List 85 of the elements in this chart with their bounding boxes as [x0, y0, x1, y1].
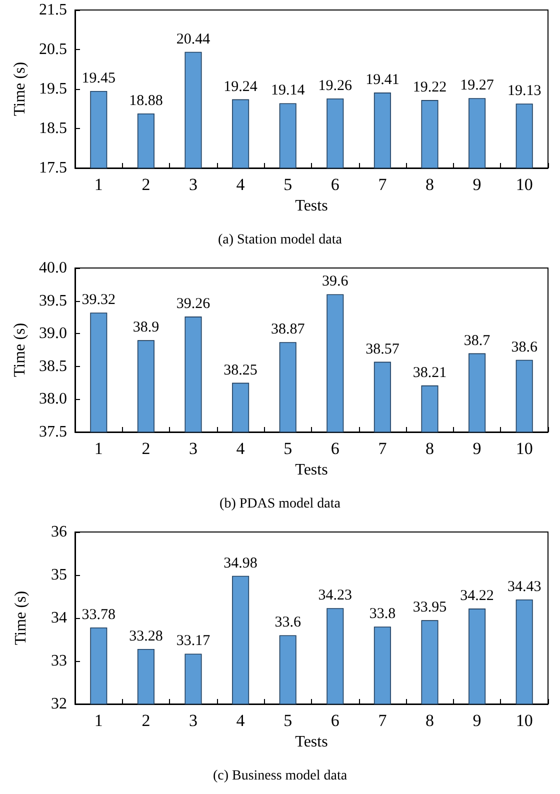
data-label: 20.44: [176, 31, 211, 48]
data-label: 38.6: [511, 339, 538, 356]
y-tick-label: 20.5: [39, 41, 67, 58]
data-label: 33.28: [129, 628, 163, 644]
x-tick-label: 10: [516, 175, 533, 194]
data-label: 39.6: [322, 274, 349, 290]
y-tick-label: 40.0: [39, 260, 67, 276]
x-tick-label: 4: [236, 439, 246, 458]
y-tick-label: 17.5: [39, 160, 67, 176]
data-label: 39.26: [176, 296, 211, 312]
data-label: 19.26: [318, 78, 353, 94]
data-label: 34.43: [507, 579, 542, 596]
x-tick-label: 9: [472, 439, 482, 458]
data-label: 38.9: [132, 320, 160, 336]
x-tick-label: 5: [284, 439, 292, 458]
data-label: 18.88: [129, 92, 163, 109]
data-label: 19.22: [412, 80, 447, 96]
y-axis-title: Time (s): [12, 322, 29, 378]
y-tick-label: 38.5: [39, 358, 67, 375]
x-tick-label: 9: [472, 711, 482, 730]
x-tick-label: 6: [330, 175, 340, 194]
y-tick-label: 37.5: [39, 424, 67, 440]
data-label: 19.45: [82, 70, 116, 86]
y-tick-label: 34: [51, 610, 67, 626]
data-label: 33.6: [274, 614, 302, 631]
x-tick-label: 3: [189, 175, 198, 194]
y-axis-title: Time (s): [12, 62, 29, 116]
y-tick-label: 38.0: [39, 390, 67, 408]
data-label: 19.14: [270, 82, 306, 99]
data-label: 39.32: [82, 292, 116, 308]
y-tick-label: 19.5: [39, 80, 67, 98]
text: (a) Station model data: [218, 232, 343, 248]
x-axis-title: Tests: [295, 198, 328, 214]
y-axis-title: Time (s): [12, 590, 30, 646]
data-label: 38.57: [366, 341, 400, 358]
x-axis-title: Tests: [295, 462, 328, 478]
x-tick-label: 2: [142, 175, 150, 194]
data-label: 33.17: [176, 633, 211, 650]
data-label: 19.13: [507, 83, 542, 100]
data-label: 34.98: [224, 555, 258, 572]
data-label: 33.8: [369, 606, 396, 622]
data-label: 33.95: [412, 600, 447, 616]
x-tick-label: 5: [284, 711, 292, 730]
data-label: 38.7: [464, 332, 491, 349]
x-tick-label: 4: [236, 175, 246, 194]
y-tick-label: 39.5: [39, 292, 67, 310]
data-label: 19.41: [366, 72, 400, 88]
x-tick-label: 7: [378, 175, 388, 194]
x-tick-label: 8: [426, 175, 434, 194]
x-tick-label: 6: [330, 711, 340, 730]
x-tick-label: 3: [189, 439, 198, 458]
x-tick-label: 8: [426, 439, 434, 458]
x-tick-label: 10: [516, 711, 533, 730]
data-label: 38.87: [270, 322, 306, 338]
y-tick-label: 33: [51, 652, 67, 670]
data-label: 19.24: [224, 78, 258, 95]
y-tick-label: 21.5: [39, 2, 67, 18]
x-tick-label: 5: [284, 175, 292, 194]
x-tick-label: 2: [142, 439, 150, 458]
x-tick-label: 4: [236, 711, 246, 730]
x-tick-label: 1: [94, 439, 103, 458]
data-label: 33.78: [82, 606, 116, 623]
text: (b) PDAS model data: [220, 496, 342, 512]
data-label: 38.21: [412, 364, 447, 381]
x-tick-label: 8: [426, 711, 434, 730]
y-tick-label: 39.0: [39, 325, 67, 342]
data-label: 34.23: [318, 588, 352, 604]
x-axis-title: Tests: [295, 734, 328, 750]
x-tick-label: 7: [378, 711, 388, 730]
x-tick-label: 1: [94, 711, 103, 730]
x-tick-label: 3: [189, 711, 198, 730]
y-tick-label: 36: [51, 524, 67, 540]
y-tick-label: 32: [51, 696, 67, 712]
y-tick-label: 35: [51, 566, 67, 584]
x-tick-label: 1: [94, 175, 103, 194]
data-label: 19.27: [460, 78, 494, 94]
x-tick-label: 6: [330, 439, 340, 458]
data-label: 34.22: [460, 588, 494, 604]
x-tick-label: 7: [378, 439, 388, 458]
data-label: 38.25: [224, 362, 258, 378]
x-tick-label: 2: [142, 711, 150, 730]
x-tick-label: 9: [472, 175, 482, 194]
x-tick-label: 10: [516, 439, 533, 458]
y-tick-label: 18.5: [39, 120, 67, 137]
text: (c) Business model data: [212, 768, 348, 784]
